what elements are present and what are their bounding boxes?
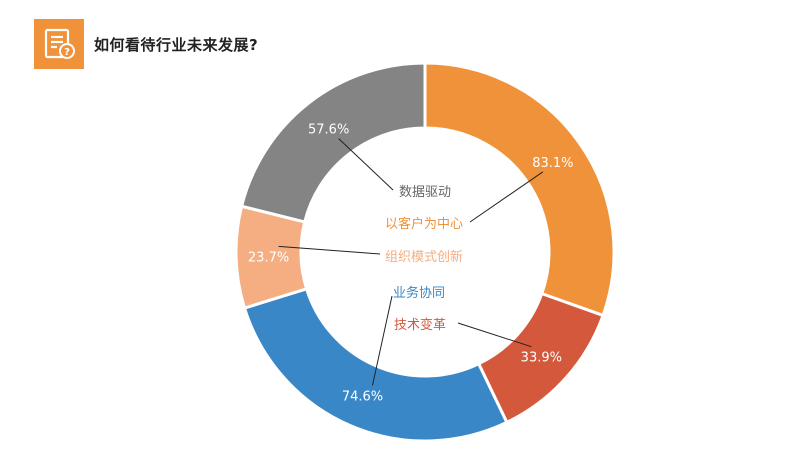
donut-slice-0: [423, 61, 616, 318]
category-label-3: 组织模式创新: [385, 249, 463, 265]
chart-title: 如何看待行业未来发展?: [94, 35, 259, 54]
svg-text:?: ?: [64, 47, 70, 58]
percent-label-2: 74.6%: [342, 389, 383, 404]
percent-label-4: 57.6%: [308, 123, 349, 138]
leader-lines: [278, 138, 544, 386]
category-label-1: 技术变革: [394, 317, 446, 333]
leader-line-2: [371, 295, 393, 386]
leader-line-4: [338, 138, 394, 191]
leader-line-1: [457, 322, 532, 348]
category-label-0: 以客户为中心: [385, 216, 463, 232]
percent-label-3: 23.7%: [248, 250, 289, 265]
donut-slice-4: [239, 61, 427, 224]
leader-line-3: [278, 245, 381, 255]
leader-line-0: [469, 171, 544, 223]
chart-header: ? 如何看待行业未来发展?: [34, 19, 258, 69]
percent-label-1: 33.9%: [521, 351, 562, 366]
document-question-icon: ?: [34, 19, 84, 69]
percent-labels: 83.1% 33.9% 74.6% 23.7% 57.6%: [248, 123, 574, 405]
donut-slices: [234, 61, 616, 443]
category-label-4: 数据驱动: [399, 185, 451, 200]
donut-slice-2: [242, 286, 509, 443]
category-label-2: 业务协同: [393, 285, 445, 301]
percent-label-0: 83.1%: [532, 156, 573, 171]
